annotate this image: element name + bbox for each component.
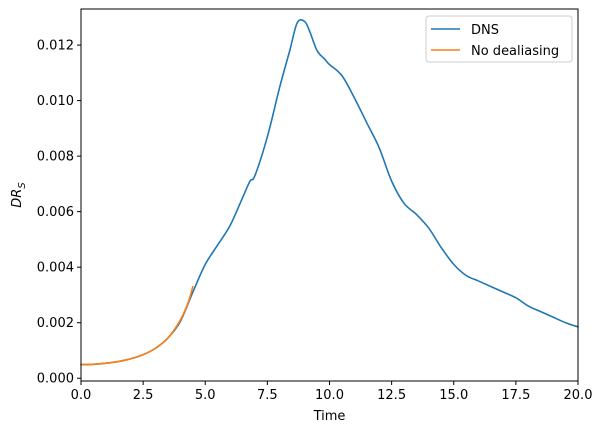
x-tick-label: 20.0 [564,388,593,403]
x-tick-label: 10.0 [315,388,344,403]
series-line-no-dealiasing [80,285,194,366]
x-axis: 0.0 2.5 5.0 7.5 10.0 12.5 15.0 17.5 20.0 [71,381,593,403]
y-tick-label: 0.010 [37,94,74,109]
y-axis-label-subscript: S [17,182,28,189]
y-tick-label: 0.002 [37,316,74,331]
legend-box [425,15,573,63]
x-axis-label: Time [313,409,346,424]
x-tick-label: 12.5 [377,388,406,403]
y-tick-label: 0.008 [37,150,74,165]
x-tick-label: 2.5 [133,388,154,403]
y-axis-label: DRS [10,182,28,208]
y-tick-label: 0.000 [37,372,74,387]
legend: DNS No dealiasing [425,15,573,63]
x-tick-label: 0.0 [71,388,92,403]
series-line-dns [80,19,579,366]
plot-area [80,19,579,366]
x-tick-label: 5.0 [195,388,216,403]
x-tick-label: 7.5 [257,388,278,403]
y-axis-label-main: DR [10,189,25,208]
legend-label-dns: DNS [471,23,499,38]
legend-label-no-dealiasing: No dealiasing [471,44,559,59]
x-tick-label: 17.5 [501,388,530,403]
y-tick-label: 0.004 [37,261,74,276]
y-axis: 0.000 0.002 0.004 0.006 0.008 0.010 0.012 [37,39,81,387]
y-tick-label: 0.012 [37,39,74,54]
y-tick-label: 0.006 [37,205,74,220]
x-tick-label: 15.0 [439,388,468,403]
